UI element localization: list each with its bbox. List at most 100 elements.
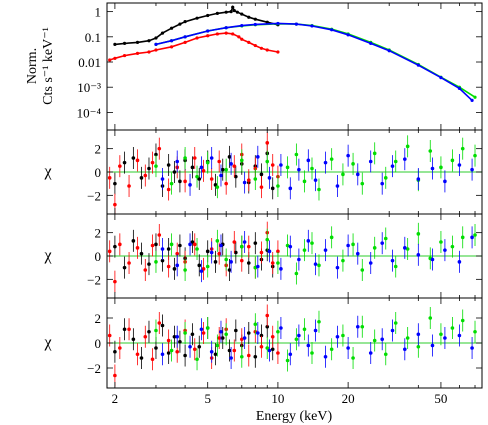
- residuals-1-data-point: [113, 202, 117, 207]
- residuals-1-data-point: [242, 180, 247, 185]
- residuals-1-data-point: [267, 176, 272, 180]
- residuals-2-data-point: [113, 279, 117, 284]
- residuals-2-data-point: [239, 244, 244, 249]
- residuals-2-data-point: [460, 235, 465, 240]
- residuals-1-data-point: [139, 176, 144, 180]
- residuals-1-data-point: [383, 176, 388, 180]
- spectrum-series-point: [154, 36, 158, 40]
- spectrum-series-point: [231, 5, 235, 9]
- residuals-3-data-point: [172, 334, 177, 339]
- spectrum-series-point: [232, 8, 236, 13]
- residuals-3-data-point: [355, 324, 360, 329]
- spectrum-series-point: [154, 48, 158, 52]
- spectrum-series-point: [276, 21, 280, 26]
- residuals-2-data-point: [154, 260, 158, 264]
- spectrum-yticks: 1 0.1 0.01 10⁻³ 10⁻⁴: [77, 5, 482, 120]
- residuals-3-data-point: [443, 336, 447, 340]
- residuals-1-data-point: [360, 181, 365, 186]
- residuals-2-data-point: [253, 241, 258, 245]
- residuals-panel-1: 2 0 −2 χ: [43, 129, 483, 215]
- residuals-2-data-point: [368, 261, 373, 265]
- residuals-1-data-point: [220, 167, 225, 172]
- residuals-2-data-point: [360, 268, 365, 272]
- residuals-3-data-point: [450, 326, 455, 330]
- residuals-2-data-point: [192, 242, 197, 247]
- residuals-1-yticks: 2 0 −2: [87, 142, 482, 203]
- residuals-panel-2: 2 0 −2 χ: [43, 213, 483, 299]
- residuals-3-data-point: [253, 354, 258, 359]
- x-tick-label: 10: [271, 391, 284, 406]
- spectrum-panel: 1 0.1 0.01 10⁻³ 10⁻⁴ Norm. Cts s⁻¹ keV⁻¹: [25, 2, 483, 131]
- residuals-1-data-point: [341, 172, 345, 177]
- spectrum-series-point: [178, 22, 182, 26]
- spectrum-marks: [108, 5, 477, 102]
- residuals-2-data-point: [169, 242, 174, 247]
- residuals-1-data-point: [323, 160, 328, 165]
- residuals-2-marks: [107, 221, 482, 293]
- residuals-3-data-point: [276, 351, 280, 355]
- spectrum-series-point: [247, 40, 251, 45]
- residuals-3-data-point: [270, 347, 275, 352]
- residuals-3-data-point: [197, 344, 202, 349]
- residuals-1-data-point: [107, 176, 112, 180]
- residuals-2-data-point: [416, 232, 421, 236]
- spectrum-series-point: [183, 20, 187, 24]
- residuals-3-data-point: [183, 353, 187, 358]
- residuals-2-ytick-label: −2: [87, 272, 101, 287]
- residuals-1-ylabel: χ: [43, 163, 52, 180]
- spectrum-series-point: [206, 13, 210, 18]
- residuals-1-data-point: [443, 179, 447, 184]
- residuals-2-data-point: [205, 249, 210, 254]
- residuals-2-data-point: [393, 264, 398, 269]
- spectrum-series-point: [169, 39, 174, 43]
- residuals-2-data-point: [279, 267, 283, 271]
- residuals-1-data-point: [229, 162, 233, 166]
- residuals-2-data-point: [215, 239, 220, 243]
- residuals-2-data-point: [188, 242, 192, 247]
- residuals-3-data-point: [439, 332, 443, 337]
- spectrum-series-point: [253, 43, 257, 48]
- spectrum-series-point: [206, 34, 210, 38]
- residuals-1-data-point: [294, 152, 299, 157]
- residuals-1-data-point: [188, 183, 192, 187]
- spectrum-series-point: [330, 28, 334, 32]
- residuals-3-data-point: [229, 356, 233, 360]
- residuals-3-data-point: [157, 321, 162, 325]
- residuals-2-data-point: [139, 251, 144, 256]
- spectrum-series-point: [231, 32, 235, 36]
- residuals-2-data-point: [256, 264, 260, 269]
- residuals-3-marks: [107, 304, 482, 387]
- residuals-2-data-point: [355, 251, 360, 256]
- spectrum-series-point: [240, 37, 244, 41]
- residuals-1-data-point: [190, 165, 195, 170]
- spectrum-series-line: [114, 5, 279, 46]
- residuals-2-data-point: [178, 243, 182, 248]
- residuals-1-data-point: [178, 179, 182, 184]
- residuals-2-data-point: [242, 240, 247, 244]
- residuals-1-data-point: [199, 165, 204, 170]
- residuals-2-ylabel: χ: [43, 247, 52, 264]
- residuals-2-data-point: [205, 264, 210, 269]
- residuals-1-data-point: [256, 155, 260, 159]
- spectrum-series-point: [183, 35, 187, 39]
- spectrum-series-point: [253, 17, 257, 21]
- residuals-2-data-point: [166, 247, 171, 251]
- residuals-1-data-point: [473, 153, 477, 158]
- residuals-3-data-point: [160, 323, 165, 328]
- residuals-1-data-point: [195, 174, 199, 179]
- residuals-3-data-point: [169, 348, 174, 353]
- residuals-panel-3: 20−2 χ 2 5 10 20 50 Energy (keV): [43, 297, 483, 424]
- spectrum-series-point: [259, 46, 264, 50]
- residuals-2-data-point: [405, 247, 410, 251]
- residuals-3-data-point: [457, 333, 462, 338]
- residuals-2-data-point: [351, 242, 355, 247]
- residuals-3-data-point: [131, 337, 136, 342]
- spectrum-ytick-label: 10⁻³: [77, 80, 101, 95]
- residuals-1-data-point: [253, 177, 258, 181]
- residuals-2-data-point: [195, 247, 199, 251]
- residuals-3-data-point: [259, 333, 264, 338]
- residuals-3-data-point: [302, 327, 307, 332]
- residuals-3-data-point: [259, 344, 264, 349]
- residuals-3-data-point: [246, 331, 251, 335]
- spectrum-series-point: [235, 10, 239, 14]
